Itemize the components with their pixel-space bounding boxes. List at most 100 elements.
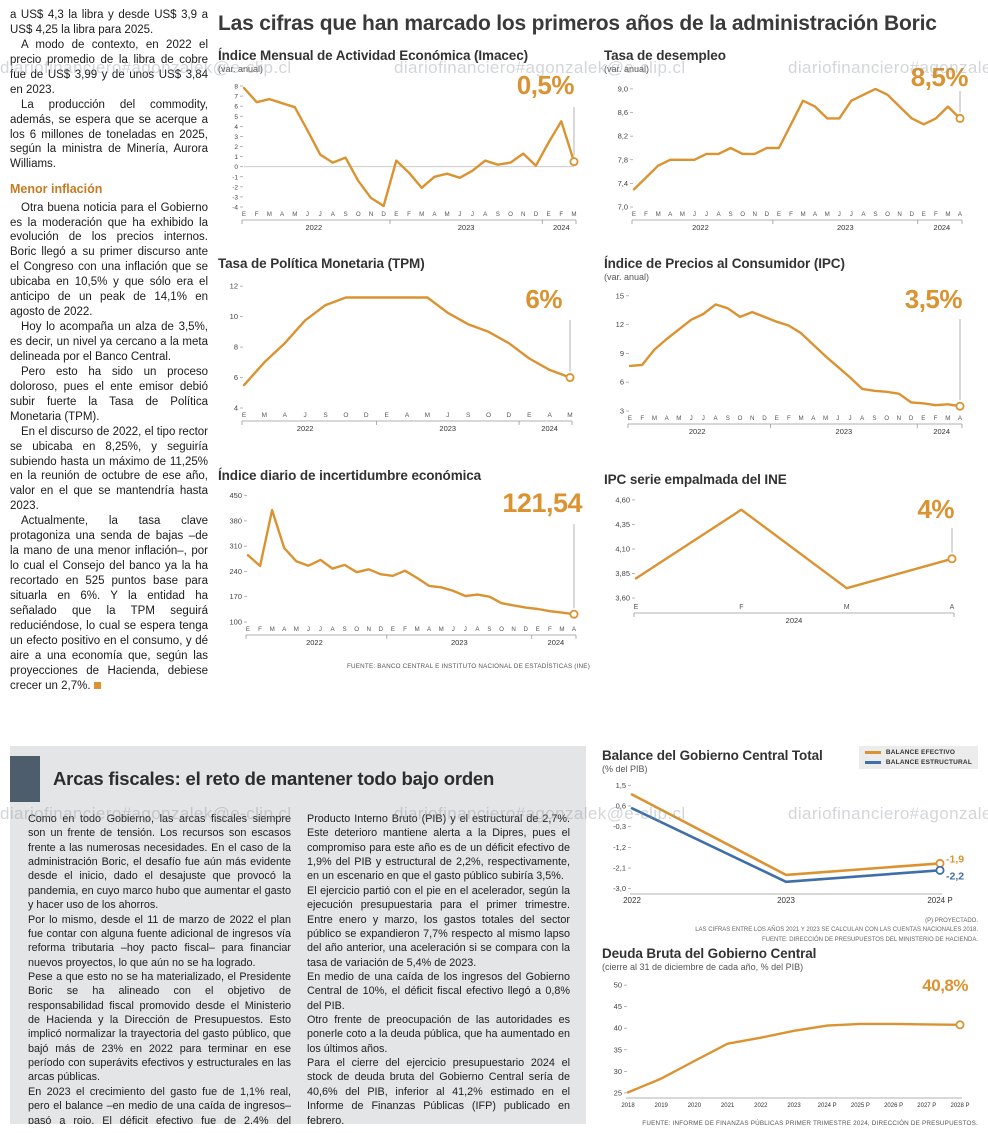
ipc-line-chart: 15 12 9 6 3 E F M A M J J A S O N D E F M A M J J A S O N D E F M A 2022 2… bbox=[604, 285, 976, 449]
paragraph: Como en todo Gobierno, las arcas fiscale… bbox=[28, 813, 291, 912]
paragraph: El ejercicio partió con el pie en el ace… bbox=[307, 884, 570, 969]
svg-text:A: A bbox=[958, 415, 963, 422]
svg-text:M: M bbox=[559, 626, 564, 633]
svg-text:S: S bbox=[496, 211, 500, 218]
svg-text:J: J bbox=[471, 211, 474, 218]
svg-text:S: S bbox=[872, 415, 876, 422]
svg-text:S: S bbox=[726, 415, 730, 422]
svg-text:E: E bbox=[777, 211, 781, 218]
fiscal-section: Arcas fiscales: el reto de mantener todo… bbox=[10, 746, 586, 1124]
svg-text:J: J bbox=[446, 412, 449, 419]
page-title: Las cifras que han marcado los primeros … bbox=[218, 12, 937, 35]
paragraph: En medio de una caída de los ingresos de… bbox=[307, 970, 570, 1012]
section-subheading: Menor inflación bbox=[10, 182, 103, 197]
svg-text:A: A bbox=[861, 211, 866, 218]
note-line: (P) PROYECTADO. bbox=[925, 918, 978, 924]
svg-text:S: S bbox=[343, 211, 347, 218]
svg-text:O: O bbox=[486, 412, 491, 419]
svg-text:A: A bbox=[958, 211, 963, 218]
fiscal-header: Arcas fiscales: el reto de mantener todo… bbox=[10, 746, 586, 808]
svg-text:25: 25 bbox=[614, 1088, 622, 1097]
svg-text:A: A bbox=[950, 604, 955, 611]
svg-text:J: J bbox=[838, 211, 841, 218]
svg-text:N: N bbox=[897, 415, 901, 422]
svg-text:O: O bbox=[740, 211, 745, 218]
svg-text:2022: 2022 bbox=[754, 1103, 768, 1109]
article-paragraphs-top: a US$ 4,3 la libra y desde US$ 3,9 a US$… bbox=[10, 8, 208, 172]
svg-text:2022: 2022 bbox=[623, 896, 641, 905]
svg-text:7: 7 bbox=[234, 94, 238, 101]
svg-text:J: J bbox=[452, 626, 455, 633]
chart-card-tpm: Tasa de Política Monetaria (TPM) 6% 12 10… bbox=[218, 256, 590, 446]
svg-text:D: D bbox=[523, 626, 528, 633]
svg-text:S: S bbox=[487, 626, 491, 633]
svg-text:7,0: 7,0 bbox=[618, 203, 628, 212]
paragraph: Otro frente de preocupación de las autor… bbox=[307, 1014, 570, 1055]
svg-text:2023: 2023 bbox=[836, 427, 853, 436]
svg-text:2026 P: 2026 P bbox=[884, 1103, 903, 1109]
svg-text:A: A bbox=[483, 211, 488, 218]
chart-title: Índice de Precios al Consumidor (IPC) bbox=[604, 256, 845, 271]
svg-text:M: M bbox=[439, 626, 444, 633]
svg-text:N: N bbox=[369, 211, 373, 218]
article-paragraphs-bottom: Otra buena noticia para el Gobierno es l… bbox=[10, 201, 208, 694]
svg-text:A: A bbox=[813, 211, 818, 218]
svg-text:A: A bbox=[280, 211, 285, 218]
svg-text:7,8: 7,8 bbox=[618, 155, 628, 164]
svg-text:2023: 2023 bbox=[837, 223, 854, 232]
svg-text:D: D bbox=[765, 211, 770, 218]
svg-text:O: O bbox=[508, 211, 513, 218]
svg-text:2024: 2024 bbox=[541, 424, 558, 433]
svg-text:2028 P: 2028 P bbox=[950, 1103, 969, 1109]
svg-text:-0,3: -0,3 bbox=[613, 822, 626, 831]
left-article-column: a US$ 4,3 la libra y desde US$ 3,9 a US$… bbox=[10, 8, 208, 694]
svg-text:-2: -2 bbox=[232, 184, 238, 191]
svg-text:7,4: 7,4 bbox=[618, 179, 628, 188]
chart-card-deuda: Deuda Bruta del Gobierno Central (cierre… bbox=[602, 946, 978, 1127]
svg-text:-1: -1 bbox=[232, 174, 238, 181]
svg-text:2024: 2024 bbox=[786, 616, 803, 625]
svg-text:F: F bbox=[559, 211, 563, 218]
svg-text:380: 380 bbox=[229, 516, 242, 525]
svg-text:F: F bbox=[403, 626, 407, 633]
chart-legend: BALANCE EFECTIVO BALANCE ESTRUCTURAL bbox=[858, 746, 978, 769]
paragraph: Otra buena noticia para el Gobierno es l… bbox=[10, 201, 208, 319]
paragraph: La producción del commodity, además, se … bbox=[10, 98, 208, 171]
svg-text:N: N bbox=[367, 626, 371, 633]
svg-text:A: A bbox=[475, 626, 480, 633]
svg-text:J: J bbox=[848, 415, 851, 422]
svg-text:30: 30 bbox=[614, 1067, 622, 1076]
svg-text:D: D bbox=[507, 412, 512, 419]
chart-card-ipc: Índice de Precios al Consumidor (IPC) (v… bbox=[604, 256, 976, 449]
svg-text:2023: 2023 bbox=[777, 896, 795, 905]
paragraph: Pese a que esto no se ha materializado, … bbox=[28, 970, 291, 1084]
svg-text:A: A bbox=[547, 412, 552, 419]
note-line: FUENTE: DIRECCIÓN DE PRESUPUESTOS DEL MI… bbox=[761, 936, 978, 943]
svg-text:M: M bbox=[567, 412, 572, 419]
svg-text:2022: 2022 bbox=[689, 427, 706, 436]
paragraph: Hoy lo acompaña un alza de 3,5%, es deci… bbox=[10, 321, 208, 363]
svg-text:A: A bbox=[405, 412, 410, 419]
svg-text:A: A bbox=[572, 626, 577, 633]
svg-text:15: 15 bbox=[616, 291, 624, 300]
svg-text:D: D bbox=[909, 211, 914, 218]
svg-text:4: 4 bbox=[234, 124, 238, 131]
svg-text:M: M bbox=[652, 415, 657, 422]
svg-text:F: F bbox=[407, 211, 411, 218]
svg-text:3,60: 3,60 bbox=[615, 594, 630, 603]
svg-text:E: E bbox=[775, 415, 779, 422]
svg-text:M: M bbox=[294, 626, 299, 633]
desempleo-line-chart: 9,0 8,6 8,2 7,8 7,4 7,0 E F M A M J J A S O N D E F M A M J J A S O… bbox=[604, 77, 976, 245]
svg-text:J: J bbox=[836, 415, 839, 422]
svg-text:3,85: 3,85 bbox=[615, 569, 630, 578]
svg-text:N: N bbox=[753, 211, 757, 218]
paragraph: En 2023 el crecimiento del gasto fue de … bbox=[28, 813, 570, 1124]
paragraph: Por lo mismo, desde el 11 de marzo de 20… bbox=[28, 913, 291, 969]
chart-card-imacec: Índice Mensual de Actividad Económica (I… bbox=[218, 48, 590, 245]
svg-text:4,35: 4,35 bbox=[615, 520, 630, 529]
svg-text:E: E bbox=[391, 626, 395, 633]
paragraph: Actualmente, la tasa clave protagoniza u… bbox=[10, 515, 208, 692]
svg-text:-1,2: -1,2 bbox=[613, 843, 626, 852]
svg-text:4,60: 4,60 bbox=[615, 495, 630, 504]
